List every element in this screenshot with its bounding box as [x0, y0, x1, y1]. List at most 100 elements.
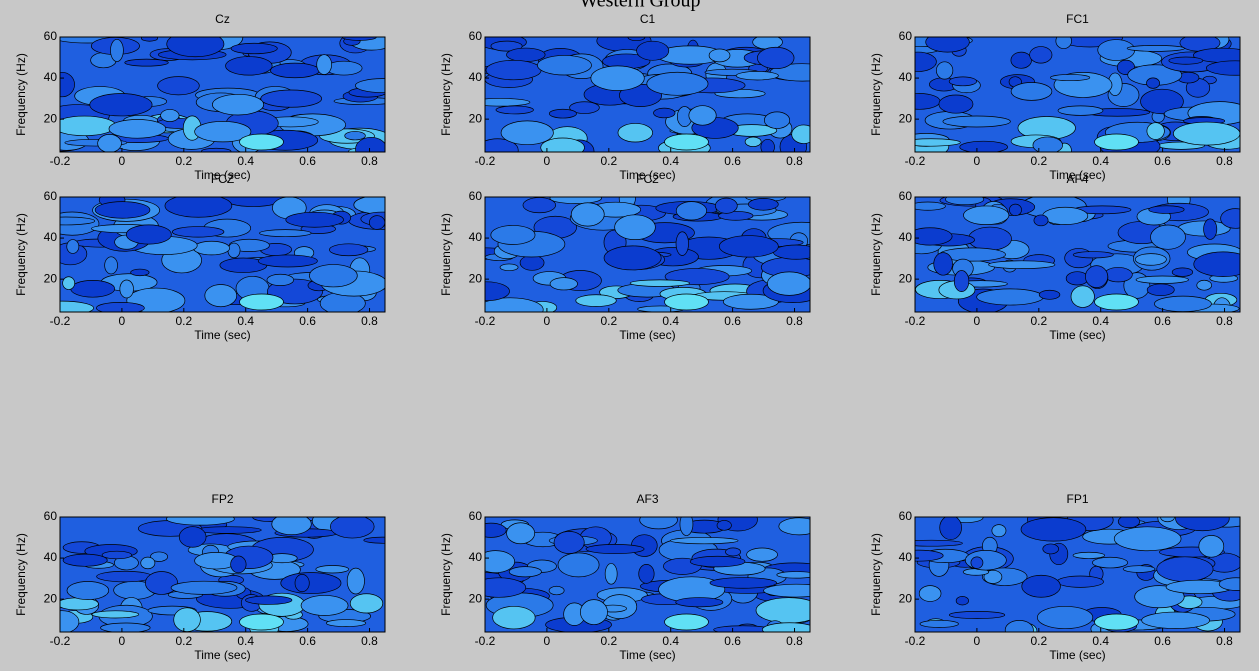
contour-peak	[1094, 133, 1139, 151]
y-tick-label: 60	[44, 29, 58, 43]
y-axis-label: Frequency (Hz)	[869, 53, 883, 136]
axes-frame	[914, 196, 1241, 313]
contour-region	[500, 120, 554, 146]
contour-region	[925, 37, 970, 53]
contour-region	[157, 76, 200, 96]
contour-region	[675, 597, 724, 608]
contour-region	[60, 610, 80, 632]
contour-field	[60, 517, 385, 632]
contour-region	[976, 288, 1044, 306]
y-tick-label: 40	[469, 550, 483, 564]
y-tick-label: 60	[44, 509, 58, 523]
x-tick-label: -0.2	[475, 314, 496, 328]
contour-region	[1146, 77, 1160, 89]
contour-field	[60, 197, 385, 312]
contour-region	[1050, 74, 1091, 82]
contour-region	[933, 252, 953, 276]
contour-region	[1092, 556, 1129, 569]
y-tick-label: 40	[469, 230, 483, 244]
y-tick-label: 60	[469, 509, 483, 523]
contour-region	[919, 619, 959, 628]
contour-region	[485, 297, 544, 312]
contour-region	[124, 58, 169, 67]
x-tick-label: 0	[544, 154, 551, 168]
x-tick-label: 0	[119, 634, 126, 648]
contour-region	[1122, 565, 1156, 573]
x-tick-label: 0.6	[299, 634, 316, 648]
contour-peak	[664, 293, 709, 311]
contour-region	[778, 517, 810, 536]
contour-region	[1056, 575, 1104, 588]
contour-region	[60, 300, 95, 312]
contour-region	[963, 205, 1010, 225]
contour-region	[140, 556, 156, 570]
contour-region	[955, 596, 969, 606]
x-tick-label: 0.4	[1092, 314, 1109, 328]
y-tick-label: 60	[899, 509, 913, 523]
contour-region	[173, 607, 201, 632]
contour-region	[575, 294, 617, 307]
y-tick-label: 60	[44, 189, 58, 203]
x-tick-label: -0.2	[475, 634, 496, 648]
y-axis-label: Frequency (Hz)	[439, 533, 453, 616]
contour-region	[1103, 267, 1133, 283]
contour-region	[948, 76, 977, 87]
contour-region	[166, 517, 235, 526]
contour-region	[166, 37, 225, 58]
contour-region	[968, 226, 1012, 251]
contour-region	[270, 62, 320, 79]
x-tick-label: 0.4	[237, 634, 254, 648]
contour-region	[915, 549, 944, 562]
contour-region	[1146, 283, 1175, 297]
contour-region	[499, 263, 519, 272]
contour-field	[915, 37, 1240, 152]
contour-region	[485, 98, 531, 107]
contour-region	[953, 270, 970, 292]
contour-region	[915, 51, 937, 72]
contour-region	[988, 260, 1056, 269]
x-tick-label: 0.4	[237, 314, 254, 328]
contour-region	[553, 531, 585, 554]
contour-region	[150, 551, 168, 562]
contour-region	[485, 522, 507, 538]
y-tick-label: 20	[899, 111, 913, 125]
x-axis-label: Time (sec)	[194, 648, 250, 662]
contour-region	[746, 547, 778, 562]
subplot-title: C1	[640, 12, 656, 26]
contour-region	[171, 226, 225, 238]
y-axis-label: Frequency (Hz)	[439, 213, 453, 296]
contour-field	[915, 197, 1240, 312]
contour-region	[363, 536, 385, 544]
x-tick-label: -0.2	[50, 314, 71, 328]
contour-region	[1126, 45, 1185, 52]
contour-region	[1042, 543, 1059, 555]
contour-region	[1057, 105, 1104, 116]
x-tick-label: 0.6	[299, 314, 316, 328]
contour-region	[638, 564, 655, 584]
x-tick-label: 0.4	[1092, 154, 1109, 168]
contour-region	[915, 201, 946, 211]
x-tick-label: 0.2	[600, 314, 617, 328]
contour-region	[938, 94, 974, 114]
contour-region	[945, 197, 985, 206]
contour-region	[1009, 203, 1022, 217]
contour-region	[60, 216, 96, 226]
contour-region	[603, 245, 662, 271]
contour-region	[294, 574, 310, 593]
contour-region	[915, 227, 953, 246]
y-axis-label: Frequency (Hz)	[439, 53, 453, 136]
y-axis-label: Frequency (Hz)	[14, 53, 28, 136]
contour-region	[141, 37, 158, 42]
contour-region	[1168, 56, 1204, 65]
axes-frame	[914, 36, 1241, 153]
contour-region	[1020, 517, 1087, 542]
y-tick-label: 40	[44, 70, 58, 84]
x-tick-label: 0.6	[1154, 634, 1171, 648]
contour-region	[300, 595, 349, 616]
contour-peak	[664, 613, 709, 631]
contour-region	[983, 569, 1003, 584]
contour-region	[763, 583, 810, 598]
contour-region	[1148, 205, 1185, 214]
contour-field	[60, 37, 385, 152]
